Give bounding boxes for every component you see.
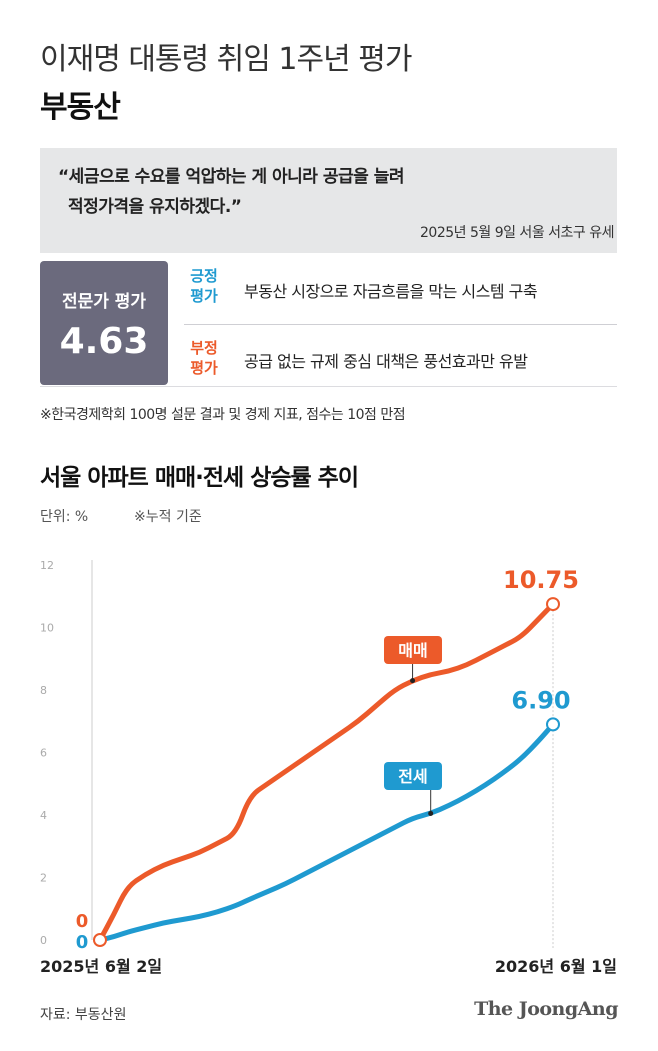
x-start-label: 2025년 6월 2일 — [40, 957, 162, 976]
sale-end-label: 10.75 — [503, 566, 579, 594]
quote-source: 2025년 5월 9일 서울 서초구 유세 — [420, 225, 615, 241]
jeonse-end-label: 6.90 — [511, 686, 570, 714]
y-tick-label: 10 — [40, 622, 54, 635]
y-tick-label: 2 — [40, 872, 47, 885]
y-tick-label: 0 — [40, 934, 47, 947]
x-end-label: 2026년 6월 1일 — [495, 957, 617, 976]
negative-tag-line-2: 평가 — [190, 359, 218, 377]
sale-end-point — [546, 597, 560, 612]
jeonse-callout-box — [384, 762, 442, 790]
chart-title: 서울 아파트 매매·전세 상승률 추이 — [40, 465, 359, 491]
quote-box — [40, 148, 617, 253]
origin-point — [93, 933, 107, 947]
sale-series-line — [97, 601, 556, 943]
chart-basis: ※누적 기준 — [134, 509, 202, 525]
expert-score-label: 전문가 평가 — [61, 292, 147, 312]
positive-tag-line-1: 긍정 — [190, 267, 218, 285]
y-tick-label: 8 — [40, 684, 47, 697]
sale-callout-box — [384, 636, 442, 664]
jeonse-start-label: 0 — [76, 932, 89, 953]
positive-tag: 긍정 평가 — [184, 266, 224, 306]
jeonse-callout-label: 전세 — [398, 767, 427, 786]
y-tick-label: 6 — [40, 747, 47, 760]
quote-line-2: 적정가격을 유지하겠다.” — [68, 197, 242, 217]
page-title: 이재명 대통령 취임 1주년 평가 — [40, 42, 412, 77]
survey-note: ※한국경제학회 100명 설문 결과 및 경제 지표, 점수는 10점 만점 — [40, 407, 406, 423]
data-source: 자료: 부동산원 — [40, 1007, 127, 1023]
jeonse-series-line — [97, 721, 556, 943]
publisher-logo: The JoongAng — [474, 998, 618, 1020]
evaluation-divider — [184, 324, 617, 325]
sale-callout-label: 매매 — [398, 641, 427, 660]
negative-tag-line-1: 부정 — [190, 339, 218, 357]
jeonse-end-point — [546, 717, 560, 732]
negative-text: 공급 없는 규제 중심 대책은 풍선효과만 유발 — [244, 352, 528, 371]
jeonse-callout-dot — [428, 810, 434, 816]
quote-line-1: “세금으로 수요를 억압하는 게 아니라 공급을 늘려 — [58, 167, 404, 187]
positive-tag-line-2: 평가 — [190, 287, 218, 305]
positive-text: 부동산 시장으로 자금흐름을 막는 시스템 구축 — [244, 282, 538, 301]
evaluation-bottom-rule — [40, 386, 617, 387]
page-subtitle: 부동산 — [40, 90, 121, 125]
sale-start-label: 0 — [76, 911, 89, 932]
sale-callout-dot — [410, 678, 416, 684]
line-chart: 0 2 4 6 8 10 12 2025년 6월 2일 2026년 6월 1일 10.75 6.90… — [40, 559, 617, 976]
y-tick-label: 4 — [40, 809, 47, 822]
chart-unit: 단위: % — [40, 509, 89, 525]
expert-score-box: 전문가 평가 4.63 — [40, 261, 168, 385]
y-tick-label: 12 — [40, 559, 54, 572]
negative-tag: 부정 평가 — [184, 338, 224, 378]
expert-score-value: 4.63 — [59, 321, 149, 362]
